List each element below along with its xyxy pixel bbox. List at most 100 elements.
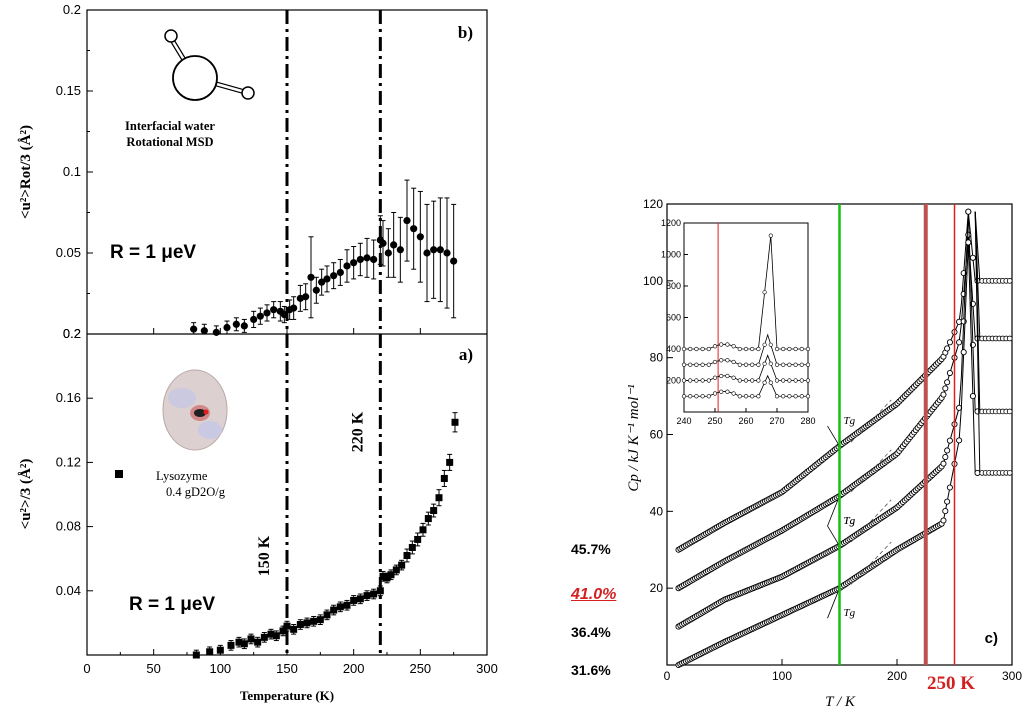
a-data-point — [435, 494, 443, 502]
inset-marker — [793, 346, 798, 352]
inset-xtick-label: 240 — [676, 416, 691, 426]
b-ytick-label: 0.15 — [56, 83, 81, 98]
c-tg-arrow — [827, 588, 840, 619]
inset-marker — [694, 378, 699, 383]
inset-marker — [756, 378, 761, 383]
a-data-point — [279, 627, 287, 635]
a-xtick-label: 200 — [343, 661, 365, 676]
concentration-label-45: 45.7% — [571, 541, 611, 557]
a-220k-label: 220 K — [349, 411, 366, 452]
b-resolution: R = 1 μeV — [110, 242, 196, 263]
b-data-point — [350, 259, 358, 267]
b-ytick-label: 0.2 — [63, 2, 81, 17]
water-molecule-icon — [164, 29, 255, 101]
concentration-label-36: 36.4% — [571, 624, 611, 640]
a-xtick-label: 50 — [146, 661, 160, 676]
c-drop — [974, 211, 981, 473]
c-ytick-label: 20 — [650, 581, 664, 595]
a-data-point — [350, 596, 358, 604]
c-ytick-label: 60 — [650, 428, 664, 442]
a-ytick-label: 0.16 — [56, 390, 81, 405]
c-marker — [942, 508, 949, 515]
water-hydrogen — [164, 29, 178, 43]
a-data-point — [247, 635, 255, 643]
inset-marker — [762, 380, 767, 385]
b-data-point — [312, 286, 320, 294]
inset-marker — [731, 391, 736, 396]
c-tg-extrap — [850, 499, 892, 543]
b-data-point — [200, 327, 208, 335]
c-xtick-label: 300 — [1002, 669, 1022, 683]
a-data-point — [408, 543, 416, 551]
a-data-point — [451, 418, 459, 426]
highlight-250k: 250 K — [927, 673, 976, 694]
inset-marker — [787, 362, 792, 367]
c-marker — [1006, 408, 1013, 415]
panel-label-a: a) — [459, 345, 473, 364]
a-data-point — [316, 616, 324, 624]
inset-marker — [805, 362, 811, 367]
inset-marker — [799, 362, 804, 367]
c-tg-arrow — [827, 425, 840, 447]
c-marker — [1006, 470, 1013, 476]
inset-marker — [719, 358, 724, 363]
inset-ytick-label: 1000 — [661, 250, 681, 260]
c-tg-label: Tg — [844, 607, 856, 619]
b-data-point — [423, 249, 431, 257]
inset-xtick-label: 280 — [800, 416, 815, 426]
inset-marker — [750, 346, 755, 352]
a-data-point — [216, 646, 224, 654]
inset-marker — [781, 394, 786, 399]
inset-marker — [688, 394, 693, 399]
c-tg-arrow — [827, 525, 840, 547]
c-marker — [946, 484, 953, 491]
inset-marker — [706, 362, 711, 367]
inset-marker — [750, 362, 755, 367]
lysozyme-structure-icon — [162, 369, 228, 451]
a-data-point — [267, 630, 275, 638]
inset-marker — [768, 380, 773, 385]
inset-marker — [737, 346, 742, 352]
inset-marker — [774, 362, 780, 367]
b-data-point — [343, 262, 351, 270]
a-data-point — [192, 651, 200, 659]
inset-marker — [694, 362, 699, 367]
c-marker — [969, 393, 976, 400]
a-xlabel: Temperature (K) — [240, 688, 334, 703]
inset-marker — [700, 362, 705, 367]
b-data-point — [410, 225, 418, 233]
b-annotation-title: Interfacial water — [125, 119, 215, 133]
a-data-point — [303, 619, 311, 627]
inset-marker — [781, 378, 786, 383]
inset-marker — [768, 361, 773, 366]
b-data-point — [416, 233, 424, 241]
inset-marker — [694, 346, 699, 352]
inset-marker — [719, 373, 724, 379]
inset-marker — [774, 394, 780, 399]
b-data-point — [379, 239, 387, 247]
inset-marker — [725, 373, 730, 379]
b-ytick-label: 0.2 — [63, 326, 81, 341]
inset-marker — [688, 378, 693, 383]
b-data-point — [256, 312, 264, 320]
c-tg-label: Tg — [844, 415, 856, 427]
a-data-point — [387, 571, 395, 579]
c-marker — [1006, 335, 1013, 342]
b-data-point — [232, 320, 240, 328]
inset-marker — [756, 394, 761, 399]
inset-xtick-label: 250 — [707, 416, 722, 426]
inset-marker — [694, 394, 699, 399]
a-ytick-label: 0.08 — [56, 519, 81, 534]
a-data-point — [363, 592, 371, 600]
c-xtick-label: 200 — [887, 669, 907, 683]
inset-marker — [743, 362, 749, 367]
b-data-point — [430, 246, 438, 254]
c-marker — [946, 437, 953, 444]
a-data-point — [323, 611, 331, 619]
inset-marker — [688, 346, 693, 352]
inset-marker — [774, 378, 780, 383]
b-data-point — [302, 293, 310, 301]
lysozyme-blue-patch — [198, 421, 222, 439]
b-data-point — [403, 217, 411, 225]
b-data-point — [370, 255, 378, 264]
